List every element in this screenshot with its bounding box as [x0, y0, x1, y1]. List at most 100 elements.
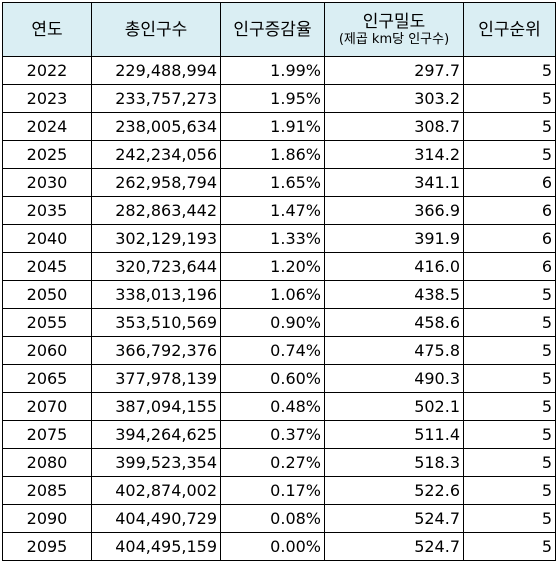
cell-year: 2025: [2, 140, 92, 169]
population-table: 연도 총인구수 인구증감율 인구밀도 (제곱 km당 인구수) 인구순위 202…: [2, 2, 556, 561]
table-row: 2075 394,264,625 0.37% 511.4 5: [2, 420, 556, 449]
cell-total-population: 404,490,729: [91, 504, 221, 533]
cell-total-population: 387,094,155: [91, 392, 221, 421]
table-row: 2080 399,523,354 0.27% 518.3 5: [2, 448, 556, 477]
cell-total-population: 233,757,273: [91, 84, 221, 113]
table-row: 2025 242,234,056 1.86% 314.2 5: [2, 140, 556, 169]
cell-year: 2085: [2, 476, 92, 505]
header-year: 연도: [2, 2, 92, 57]
cell-density: 438.5: [324, 280, 464, 309]
table-row: 2085 402,874,002 0.17% 522.6 5: [2, 476, 556, 505]
cell-year: 2095: [2, 532, 92, 561]
cell-density: 308.7: [324, 112, 464, 141]
header-density: 인구밀도 (제곱 km당 인구수): [324, 2, 464, 57]
cell-total-population: 399,523,354: [91, 448, 221, 477]
table-header: 연도 총인구수 인구증감율 인구밀도 (제곱 km당 인구수) 인구순위: [2, 2, 556, 57]
cell-growth-rate: 0.60%: [220, 364, 325, 393]
table-row: 2035 282,863,442 1.47% 366.9 6: [2, 196, 556, 225]
table-row: 2055 353,510,569 0.90% 458.6 5: [2, 308, 556, 337]
header-rank: 인구순위: [463, 2, 556, 57]
cell-year: 2023: [2, 84, 92, 113]
cell-total-population: 242,234,056: [91, 140, 221, 169]
cell-rank: 5: [463, 504, 556, 533]
cell-year: 2035: [2, 196, 92, 225]
cell-growth-rate: 0.08%: [220, 504, 325, 533]
cell-growth-rate: 1.99%: [220, 56, 325, 85]
cell-year: 2090: [2, 504, 92, 533]
cell-rank: 5: [463, 84, 556, 113]
cell-growth-rate: 1.33%: [220, 224, 325, 253]
cell-rank: 5: [463, 476, 556, 505]
cell-density: 416.0: [324, 252, 464, 281]
cell-density: 490.3: [324, 364, 464, 393]
cell-density: 314.2: [324, 140, 464, 169]
table-body: 2022 229,488,994 1.99% 297.7 5 2023 233,757,27…: [2, 56, 556, 561]
cell-density: 502.1: [324, 392, 464, 421]
cell-rank: 6: [463, 168, 556, 197]
table-row: 2050 338,013,196 1.06% 438.5 5: [2, 280, 556, 309]
header-total-population: 총인구수: [91, 2, 221, 57]
cell-rank: 5: [463, 280, 556, 309]
cell-total-population: 353,510,569: [91, 308, 221, 337]
cell-density: 366.9: [324, 196, 464, 225]
cell-year: 2080: [2, 448, 92, 477]
cell-density: 303.2: [324, 84, 464, 113]
cell-density: 391.9: [324, 224, 464, 253]
header-growth-rate: 인구증감율: [220, 2, 325, 57]
cell-total-population: 377,978,139: [91, 364, 221, 393]
table-row: 2030 262,958,794 1.65% 341.1 6: [2, 168, 556, 197]
cell-rank: 5: [463, 336, 556, 365]
cell-growth-rate: 1.65%: [220, 168, 325, 197]
cell-growth-rate: 1.91%: [220, 112, 325, 141]
cell-rank: 6: [463, 196, 556, 225]
cell-rank: 6: [463, 252, 556, 281]
cell-rank: 5: [463, 140, 556, 169]
table-row: 2040 302,129,193 1.33% 391.9 6: [2, 224, 556, 253]
cell-year: 2070: [2, 392, 92, 421]
cell-year: 2060: [2, 336, 92, 365]
cell-density: 511.4: [324, 420, 464, 449]
cell-year: 2024: [2, 112, 92, 141]
cell-total-population: 366,792,376: [91, 336, 221, 365]
cell-density: 297.7: [324, 56, 464, 85]
cell-year: 2075: [2, 420, 92, 449]
cell-year: 2065: [2, 364, 92, 393]
cell-rank: 5: [463, 448, 556, 477]
cell-growth-rate: 0.74%: [220, 336, 325, 365]
cell-rank: 5: [463, 392, 556, 421]
cell-growth-rate: 1.47%: [220, 196, 325, 225]
cell-growth-rate: 0.17%: [220, 476, 325, 505]
table-row: 2095 404,495,159 0.00% 524.7 5: [2, 532, 556, 561]
cell-total-population: 404,495,159: [91, 532, 221, 561]
table-row: 2024 238,005,634 1.91% 308.7 5: [2, 112, 556, 141]
cell-total-population: 262,958,794: [91, 168, 221, 197]
cell-year: 2040: [2, 224, 92, 253]
cell-total-population: 402,874,002: [91, 476, 221, 505]
cell-growth-rate: 1.86%: [220, 140, 325, 169]
cell-total-population: 229,488,994: [91, 56, 221, 85]
cell-density: 458.6: [324, 308, 464, 337]
cell-rank: 5: [463, 112, 556, 141]
cell-year: 2050: [2, 280, 92, 309]
cell-growth-rate: 0.48%: [220, 392, 325, 421]
cell-growth-rate: 1.95%: [220, 84, 325, 113]
cell-total-population: 338,013,196: [91, 280, 221, 309]
header-row: 연도 총인구수 인구증감율 인구밀도 (제곱 km당 인구수) 인구순위: [2, 2, 556, 57]
cell-growth-rate: 1.20%: [220, 252, 325, 281]
table-row: 2065 377,978,139 0.60% 490.3 5: [2, 364, 556, 393]
cell-year: 2022: [2, 56, 92, 85]
table-row: 2045 320,723,644 1.20% 416.0 6: [2, 252, 556, 281]
cell-growth-rate: 0.00%: [220, 532, 325, 561]
cell-growth-rate: 1.06%: [220, 280, 325, 309]
header-density-unit: (제곱 km당 인구수): [338, 31, 450, 47]
table-row: 2090 404,490,729 0.08% 524.7 5: [2, 504, 556, 533]
cell-density: 475.8: [324, 336, 464, 365]
header-density-label: 인구밀도: [362, 11, 426, 32]
table-row: 2060 366,792,376 0.74% 475.8 5: [2, 336, 556, 365]
cell-density: 518.3: [324, 448, 464, 477]
cell-rank: 5: [463, 420, 556, 449]
cell-year: 2045: [2, 252, 92, 281]
cell-year: 2055: [2, 308, 92, 337]
cell-total-population: 302,129,193: [91, 224, 221, 253]
cell-total-population: 238,005,634: [91, 112, 221, 141]
